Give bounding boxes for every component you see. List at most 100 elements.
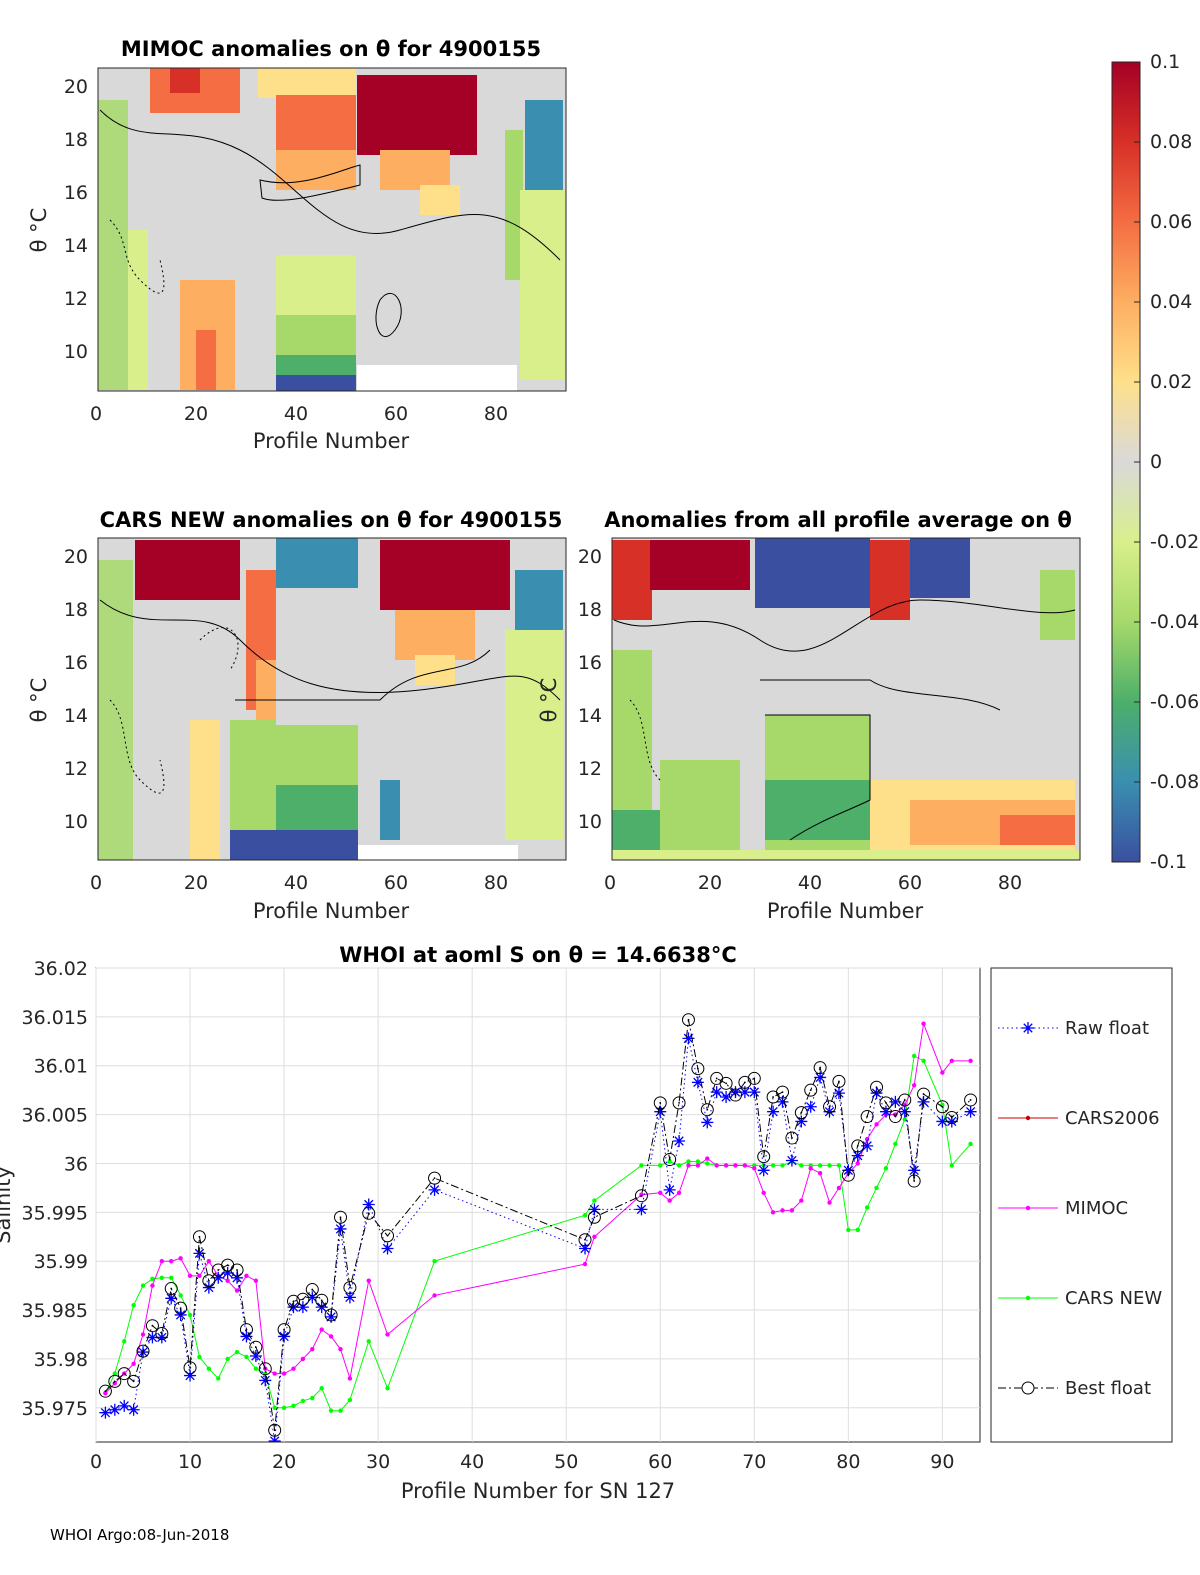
x-axis-label: Profile Number xyxy=(767,899,924,923)
data-point-center xyxy=(311,1288,314,1291)
y-tick-label: 10 xyxy=(578,811,602,833)
data-point xyxy=(728,1088,742,1102)
data-point xyxy=(907,1174,921,1188)
data-point xyxy=(343,1281,357,1295)
data-point xyxy=(338,1346,343,1352)
x-tick-label: 0 xyxy=(90,403,102,425)
data-point-center xyxy=(245,1328,248,1331)
data-point xyxy=(216,1376,221,1381)
data-point-center xyxy=(678,1101,680,1104)
data-point xyxy=(898,1093,912,1107)
data-point xyxy=(945,1111,959,1125)
data-point xyxy=(879,1096,893,1110)
data-point xyxy=(272,1371,277,1376)
data-point xyxy=(817,1171,823,1176)
data-point xyxy=(174,1308,187,1321)
data-point xyxy=(723,1163,729,1168)
data-point xyxy=(968,1058,973,1064)
y-tick-label: 16 xyxy=(578,652,602,674)
data-point-center xyxy=(226,1264,229,1267)
data-point xyxy=(99,1406,112,1419)
data-point xyxy=(814,1071,827,1084)
data-point xyxy=(268,1423,282,1437)
data-point-center xyxy=(781,1091,784,1094)
data-point-center xyxy=(254,1346,257,1349)
y-tick-label: 35.985 xyxy=(22,1300,88,1322)
data-point-center xyxy=(640,1194,643,1197)
legend-label: Best float xyxy=(1065,1378,1151,1399)
data-point xyxy=(164,1282,178,1296)
data-point xyxy=(921,1021,926,1026)
data-point xyxy=(695,1163,701,1168)
data-point-center xyxy=(847,1174,850,1177)
data-point-center xyxy=(819,1066,822,1069)
data-point xyxy=(710,1086,723,1099)
data-point-center xyxy=(885,1101,887,1104)
data-point xyxy=(202,1274,216,1288)
data-point xyxy=(192,1230,206,1244)
data-point xyxy=(695,1159,701,1164)
data-point xyxy=(842,1164,855,1177)
series-raw-float xyxy=(99,1032,977,1442)
data-point xyxy=(780,1208,785,1213)
data-point xyxy=(691,1062,705,1076)
legend: Raw float CARS2006 MIMOC CARS NEW Best float xyxy=(990,967,1173,1443)
line-chart-salinity: 0 10 20 30 40 50 60 70 80 90 35.97535.9835.98535.… xyxy=(0,943,981,1503)
data-point xyxy=(663,1183,676,1196)
y-tick-label: 16 xyxy=(64,182,88,204)
data-point xyxy=(296,1292,310,1306)
data-point xyxy=(169,1258,174,1264)
data-point-center xyxy=(913,1180,916,1182)
y-tick-label: 35.995 xyxy=(22,1202,88,1224)
data-point-center xyxy=(809,1089,812,1092)
data-point xyxy=(140,1332,146,1337)
data-point xyxy=(131,1302,136,1308)
heatmap-cells xyxy=(612,538,1080,860)
x-tick-label: 0 xyxy=(604,872,616,894)
data-point xyxy=(592,1198,597,1203)
axes-frame xyxy=(611,537,1081,861)
data-point-center xyxy=(903,1099,906,1101)
data-point xyxy=(813,1061,827,1075)
x-tick-label: 20 xyxy=(184,872,208,894)
y-tick-label: 12 xyxy=(64,758,88,780)
y-tick-label: 36.02 xyxy=(34,958,88,980)
legend-label: Raw float xyxy=(1065,1018,1149,1039)
data-point xyxy=(940,1070,945,1075)
y-tick-label: 14 xyxy=(64,705,88,727)
data-point xyxy=(864,1136,870,1142)
x-tick-label: 80 xyxy=(484,403,508,425)
data-point xyxy=(169,1275,174,1281)
data-point xyxy=(673,1134,686,1147)
data-point xyxy=(968,1141,973,1147)
data-point xyxy=(136,1344,150,1358)
data-point xyxy=(300,1398,306,1404)
data-point xyxy=(667,1159,672,1164)
data-point xyxy=(187,1273,193,1279)
data-point xyxy=(846,1227,851,1233)
data-point-center xyxy=(320,1299,323,1302)
data-point xyxy=(776,1085,790,1099)
data-point-center xyxy=(856,1144,859,1147)
y-axis-label: Salinity xyxy=(0,1166,15,1244)
x-ticks: 0 20 40 60 80 xyxy=(90,872,508,894)
data-point xyxy=(911,1083,917,1088)
data-point-center xyxy=(264,1367,267,1370)
data-point xyxy=(281,1371,287,1376)
data-point xyxy=(159,1258,165,1264)
data-point-center xyxy=(330,1314,333,1316)
data-point xyxy=(855,1161,860,1166)
x-ticks: 0 20 40 60 80 xyxy=(90,403,508,425)
data-point-center xyxy=(339,1216,342,1219)
data-point xyxy=(187,1312,193,1318)
data-point xyxy=(240,1330,253,1343)
data-point xyxy=(385,1332,390,1337)
data-point xyxy=(935,1100,949,1114)
data-point xyxy=(682,1032,695,1045)
y-tick-label: 20 xyxy=(578,546,602,568)
data-point xyxy=(127,1403,140,1416)
data-point xyxy=(159,1275,165,1281)
data-point xyxy=(197,1273,202,1279)
data-point xyxy=(334,1222,347,1235)
data-point xyxy=(249,1340,263,1354)
